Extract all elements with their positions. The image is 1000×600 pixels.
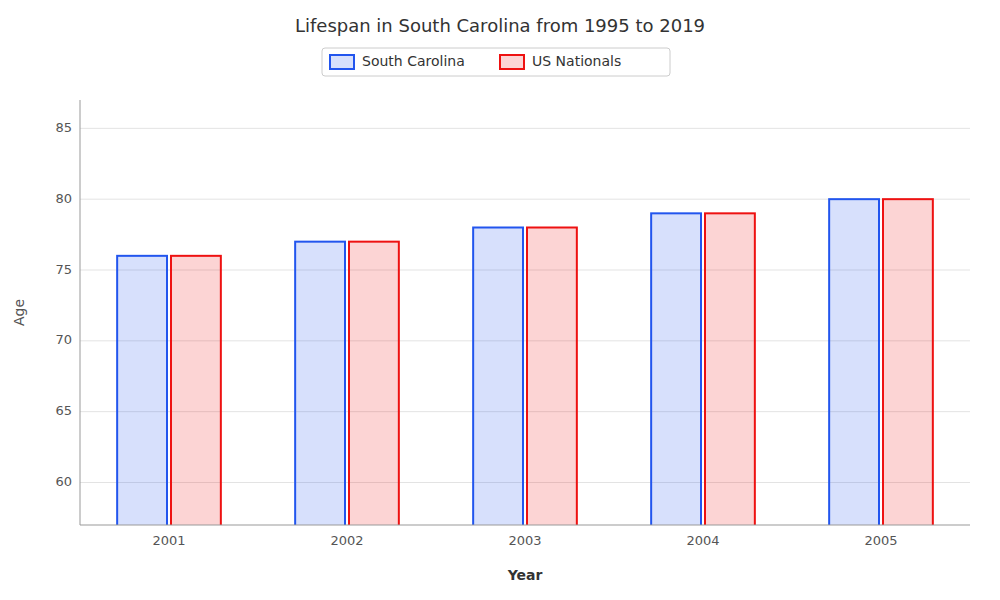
chart-svg: 60 65 70 75 80 85 2001 2002 2003 2004 2005 Lifespan… [0,0,1000,600]
x-tick-label: 2005 [864,533,897,548]
title: Lifespan in South Carolina from 1995 to … [295,15,705,36]
bar [527,228,577,526]
bar [171,256,221,525]
y-tick-label: 65 [55,403,72,418]
y-axis-line [80,100,81,525]
bar [473,228,523,526]
y-tick-label: 70 [55,332,72,347]
bar [349,242,399,525]
bars [117,199,933,525]
y-tick-label: 85 [55,120,72,135]
legend: South Carolina US Nationals [322,48,670,76]
y-axis-label: Age [11,299,27,326]
bar [883,199,933,525]
legend-swatch [330,55,354,69]
x-axis-label: Year [507,567,543,583]
x-tick-label: 2001 [152,533,185,548]
x-axis-line [80,525,970,526]
x-tick-label: 2004 [686,533,719,548]
x-tick-label: 2003 [508,533,541,548]
bar [705,213,755,525]
bar [651,213,701,525]
legend-swatch [500,55,524,69]
bar [829,199,879,525]
grid-line [80,128,970,129]
bar [117,256,167,525]
y-tick-label: 60 [55,474,72,489]
legend-frame [322,48,670,76]
chart-container: 60 65 70 75 80 85 2001 2002 2003 2004 2005 Lifespan… [0,0,1000,600]
x-tick-label: 2002 [330,533,363,548]
legend-label: South Carolina [362,53,465,69]
y-tick-label: 75 [55,262,72,277]
legend-label: US Nationals [532,53,621,69]
y-tick-label: 80 [55,191,72,206]
bar [295,242,345,525]
